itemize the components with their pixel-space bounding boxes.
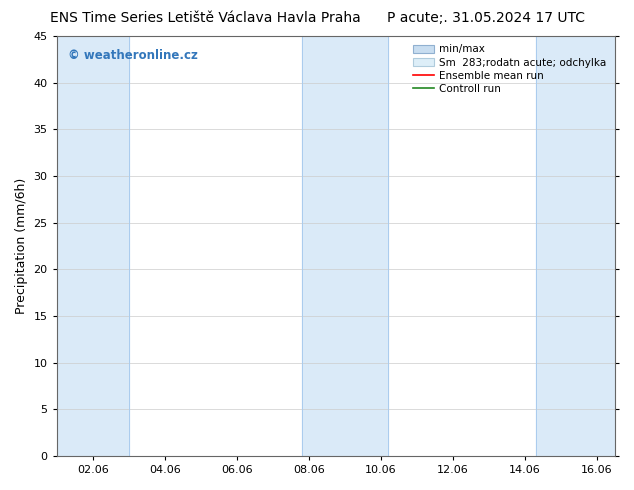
Text: ENS Time Series Letiště Václava Havla Praha      P acute;. 31.05.2024 17 UTC: ENS Time Series Letiště Václava Havla Pr… <box>49 11 585 25</box>
Text: © weatheronline.cz: © weatheronline.cz <box>68 49 198 62</box>
Bar <box>56 36 129 456</box>
Legend: min/max, Sm  283;rodatn acute; odchylka, Ensemble mean run, Controll run: min/max, Sm 283;rodatn acute; odchylka, … <box>410 41 610 97</box>
Bar <box>536 36 615 456</box>
Y-axis label: Precipitation (mm/6h): Precipitation (mm/6h) <box>15 178 28 314</box>
Bar <box>302 36 388 456</box>
